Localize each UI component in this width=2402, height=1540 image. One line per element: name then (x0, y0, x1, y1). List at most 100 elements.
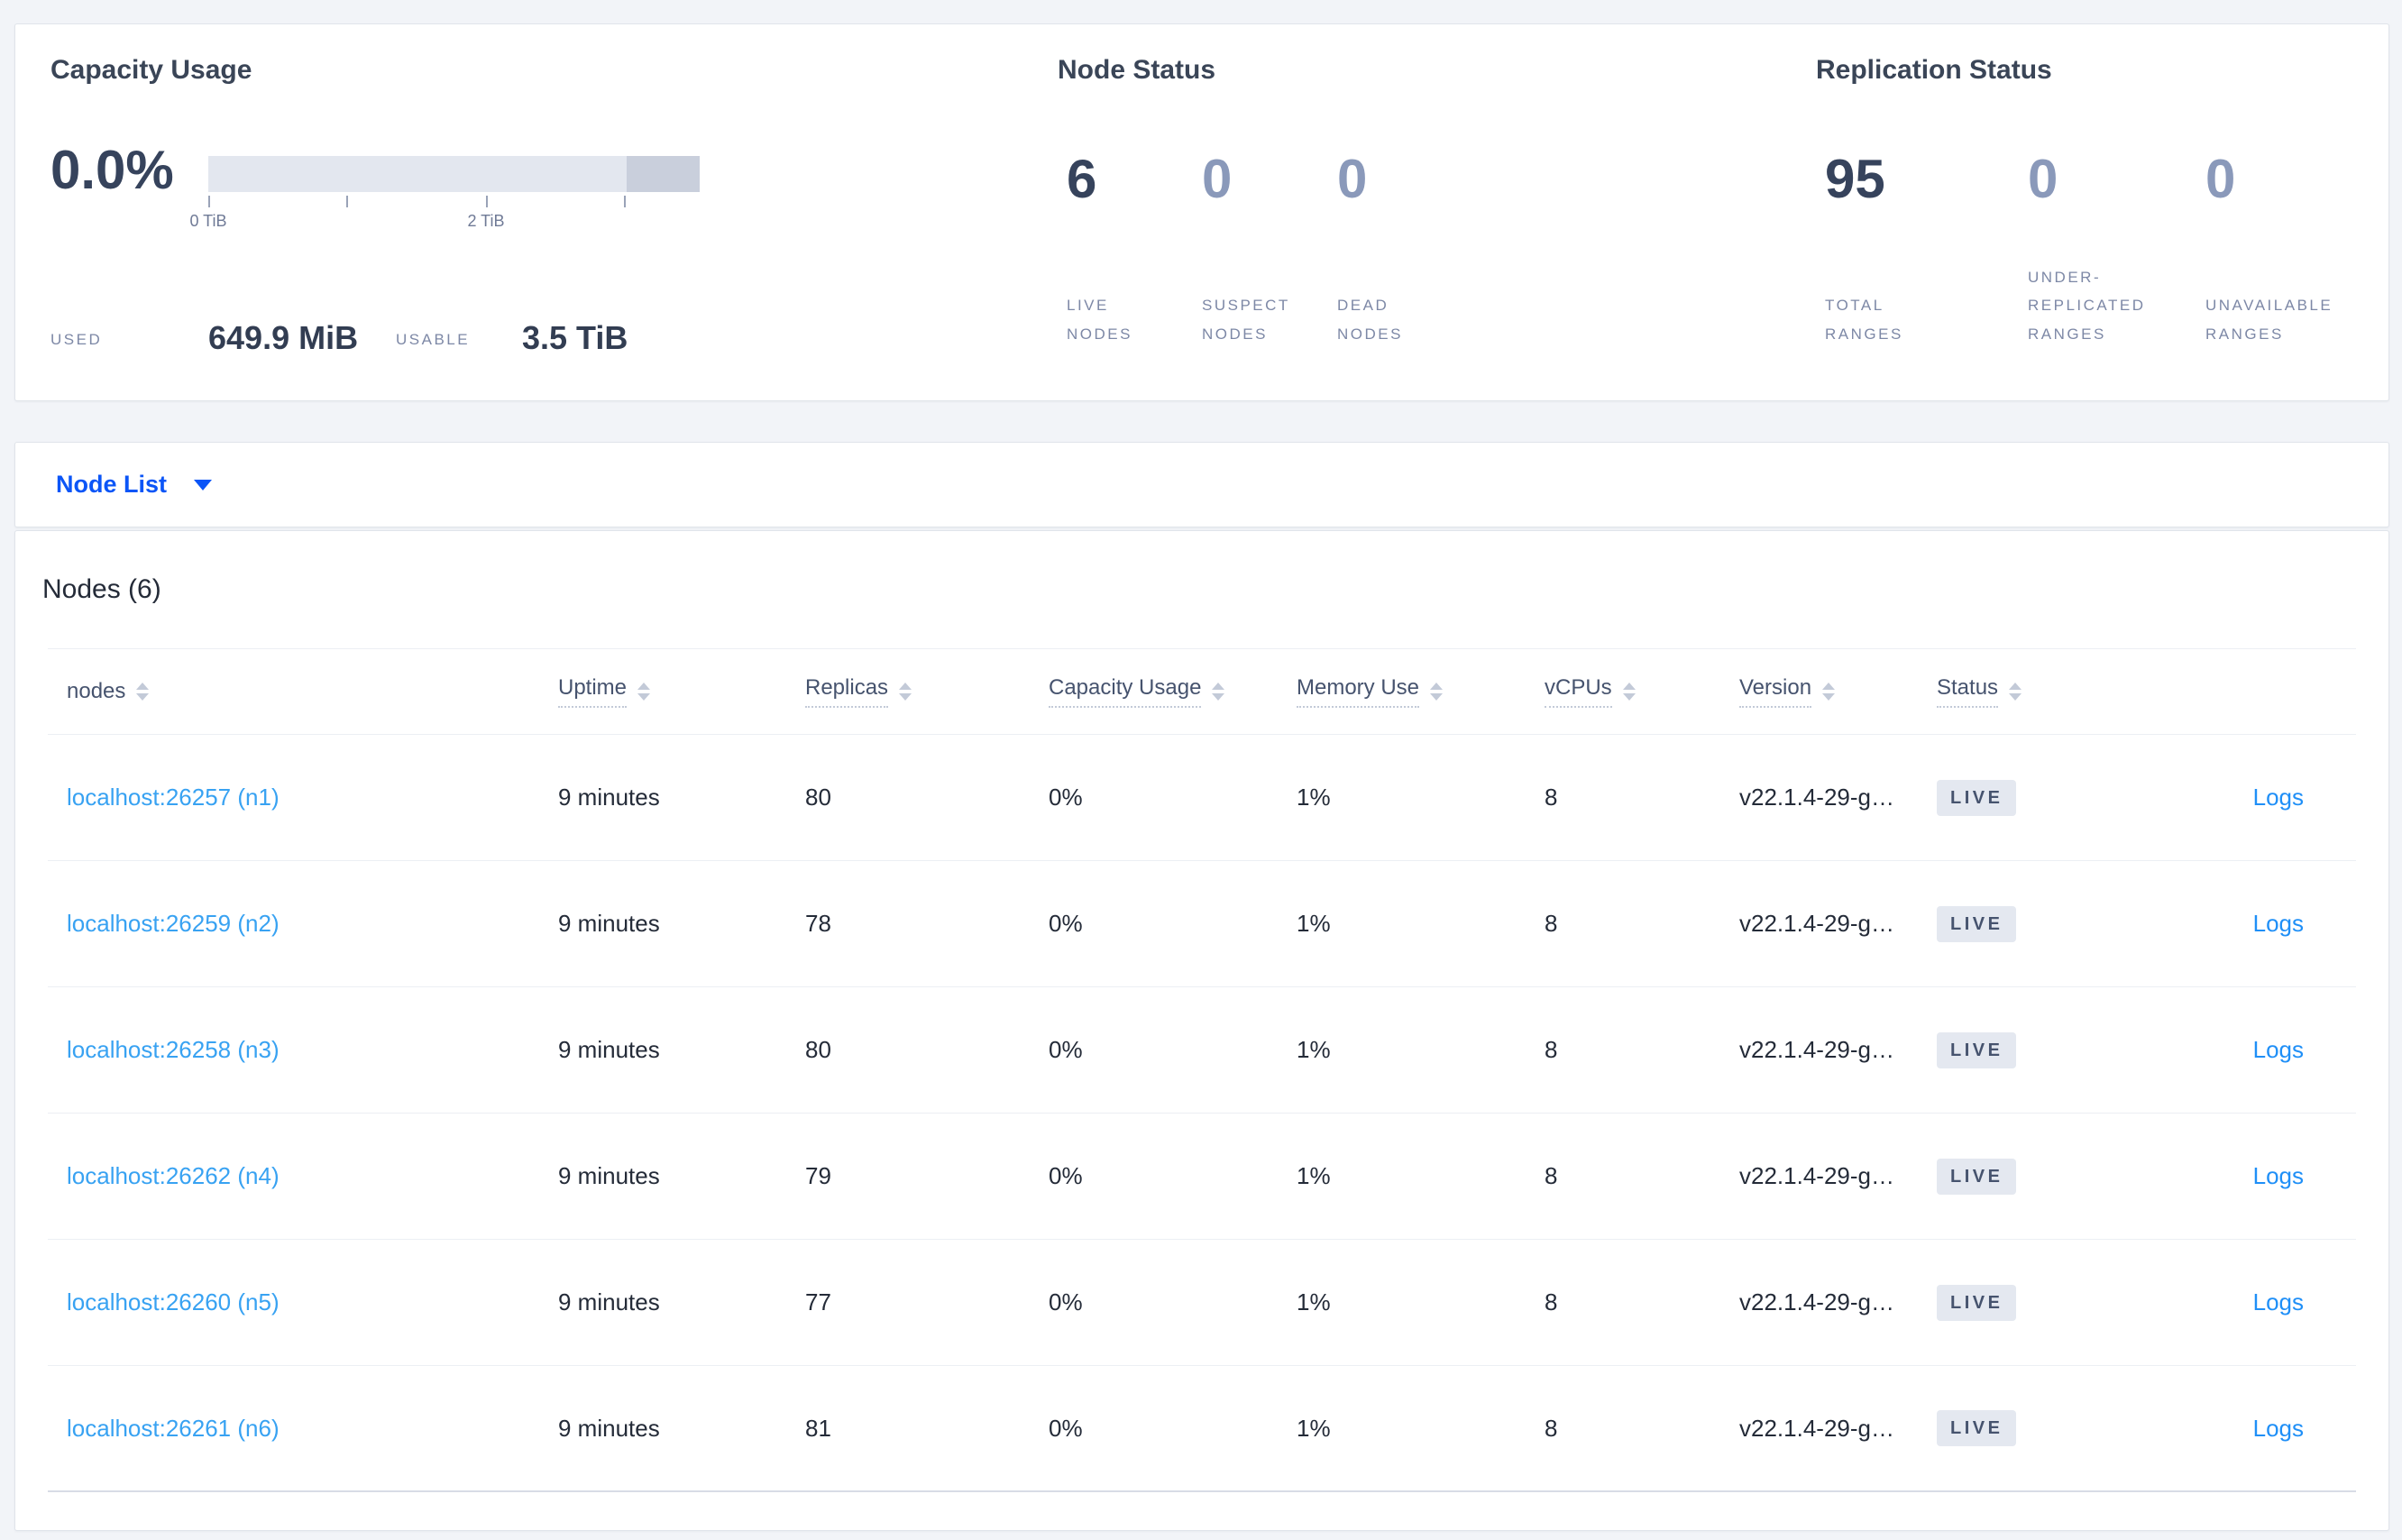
capacity-cell: 0% (1049, 1162, 1083, 1189)
suspect-nodes-value: 0 (1202, 149, 1233, 209)
logs-link[interactable]: Logs (2252, 1162, 2304, 1189)
unavailable-ranges-stat: 0 UNAVAILABLE RANGES (2196, 152, 2375, 348)
node-address-link[interactable]: localhost:26262 (n4) (67, 1162, 280, 1189)
column-header-memory-use[interactable]: Memory Use (1297, 675, 1545, 708)
logs-link[interactable]: Logs (2252, 784, 2304, 811)
replication-stats: 95 TOTAL RANGES 0 UNDER- REPLICATED RANG… (1816, 152, 2375, 348)
column-header-label: nodes (67, 679, 126, 703)
nodes-table: nodes Uptime Replicas Capacity Usage Mem… (48, 648, 2356, 1492)
unavailable-ranges-value: 0 (2205, 149, 2236, 209)
node-status-section: Node Status 6 LIVE NODES 0 SUSPECT NODES… (1058, 55, 1563, 348)
capacity-tick-label: 2 TiB (467, 212, 505, 230)
column-header-label: Replicas (805, 675, 889, 708)
capacity-cell: 0% (1049, 1414, 1083, 1442)
table-row: localhost:26261 (n6) 9 minutes 81 0% 1% … (48, 1366, 2356, 1492)
nodes-table-title: Nodes (6) (42, 574, 161, 604)
column-header-version[interactable]: Version (1739, 675, 1937, 708)
node-list-dropdown[interactable]: Node List (56, 471, 168, 498)
uptime-cell: 9 minutes (558, 1288, 660, 1315)
uptime-cell: 9 minutes (558, 910, 660, 937)
version-cell: v22.1.4-29-g… (1739, 1288, 1894, 1315)
column-header-status[interactable]: Status (1937, 675, 2135, 708)
node-status-title: Node Status (1058, 55, 1216, 85)
under-replicated-ranges-stat: 0 UNDER- REPLICATED RANGES (2019, 152, 2196, 348)
capacity-tick (486, 196, 488, 207)
node-address-link[interactable]: localhost:26261 (n6) (67, 1414, 280, 1442)
replication-status-title: Replication Status (1816, 55, 2052, 85)
uptime-cell: 9 minutes (558, 784, 660, 811)
version-cell: v22.1.4-29-g… (1739, 1162, 1894, 1189)
logs-link[interactable]: Logs (2252, 1288, 2304, 1315)
logs-link[interactable]: Logs (2252, 1414, 2304, 1442)
node-address-link[interactable]: localhost:26259 (n2) (67, 910, 280, 937)
table-row: localhost:26262 (n4) 9 minutes 79 0% 1% … (48, 1114, 2356, 1240)
dead-nodes-label: DEAD NODES (1337, 297, 1403, 343)
memory-cell: 1% (1297, 784, 1331, 811)
uptime-cell: 9 minutes (558, 1162, 660, 1189)
total-ranges-label: TOTAL RANGES (1825, 297, 1903, 343)
column-header-uptime[interactable]: Uptime (558, 675, 805, 708)
sort-icon (1430, 683, 1444, 701)
capacity-tick (208, 196, 210, 207)
table-row: localhost:26259 (n2) 9 minutes 78 0% 1% … (48, 861, 2356, 987)
node-address-link[interactable]: localhost:26260 (n5) (67, 1288, 280, 1315)
dead-nodes-value: 0 (1337, 149, 1368, 209)
replication-status-section: Replication Status 95 TOTAL RANGES 0 UND… (1816, 55, 2375, 348)
column-header-vcpus[interactable]: vCPUs (1545, 675, 1739, 708)
nodes-table-card: Nodes (6) nodes Uptime Replicas Capacity… (14, 530, 2389, 1531)
column-header-capacity-usage[interactable]: Capacity Usage (1049, 675, 1297, 708)
status-badge: LIVE (1937, 1284, 2017, 1321)
replicas-cell: 81 (805, 1414, 831, 1442)
table-row: localhost:26258 (n3) 9 minutes 80 0% 1% … (48, 987, 2356, 1114)
sort-icon (136, 683, 150, 701)
capacity-cell: 0% (1049, 784, 1083, 811)
table-row: localhost:26257 (n1) 9 minutes 80 0% 1% … (48, 735, 2356, 861)
unavailable-ranges-label: UNAVAILABLE RANGES (2205, 297, 2333, 343)
capacity-bar-track (208, 156, 700, 192)
total-ranges-value: 95 (1825, 149, 1885, 209)
sort-icon (637, 683, 651, 701)
capacity-percent: 0.0% (50, 140, 174, 200)
replicas-cell: 79 (805, 1162, 831, 1189)
logs-link[interactable]: Logs (2252, 910, 2304, 937)
capacity-bar-chart: 0 TiB 2 TiB (189, 156, 700, 237)
chevron-down-icon[interactable] (194, 479, 213, 490)
column-header-replicas[interactable]: Replicas (805, 675, 1049, 708)
node-address-link[interactable]: localhost:26257 (n1) (67, 784, 280, 811)
version-cell: v22.1.4-29-g… (1739, 910, 1894, 937)
node-address-link[interactable]: localhost:26258 (n3) (67, 1036, 280, 1063)
vcpus-cell: 8 (1545, 1036, 1558, 1063)
usable-value: 3.5 TiB (522, 319, 628, 356)
live-nodes-stat: 6 LIVE NODES (1058, 152, 1193, 348)
column-header-nodes[interactable]: nodes (67, 679, 558, 704)
total-ranges-stat: 95 TOTAL RANGES (1816, 152, 2019, 348)
column-header-label: Version (1739, 675, 1812, 708)
column-header-label: vCPUs (1545, 675, 1612, 708)
live-nodes-label: LIVE NODES (1067, 297, 1132, 343)
live-nodes-value: 6 (1067, 149, 1097, 209)
under-replicated-ranges-label: UNDER- REPLICATED RANGES (2028, 268, 2146, 343)
capacity-cell: 0% (1049, 910, 1083, 937)
replicas-cell: 78 (805, 910, 831, 937)
version-cell: v22.1.4-29-g… (1739, 784, 1894, 811)
status-badge: LIVE (1937, 905, 2017, 942)
vcpus-cell: 8 (1545, 1414, 1558, 1442)
memory-cell: 1% (1297, 1288, 1331, 1315)
column-header-label: Capacity Usage (1049, 675, 1202, 708)
dead-nodes-stat: 0 DEAD NODES (1328, 152, 1563, 348)
status-badge: LIVE (1937, 1031, 2017, 1068)
capacity-bar-reserved-segment (627, 156, 700, 192)
sort-icon (2009, 683, 2022, 701)
capacity-cell: 0% (1049, 1288, 1083, 1315)
sort-icon (1212, 683, 1225, 701)
capacity-stats: USED 649.9 MiB USABLE 3.5 TiB (50, 315, 754, 354)
capacity-tick (624, 196, 626, 207)
vcpus-cell: 8 (1545, 1288, 1558, 1315)
replicas-cell: 80 (805, 1036, 831, 1063)
sort-icon (899, 683, 912, 701)
status-badge: LIVE (1937, 779, 2017, 816)
uptime-cell: 9 minutes (558, 1414, 660, 1442)
memory-cell: 1% (1297, 1162, 1331, 1189)
logs-link[interactable]: Logs (2252, 1036, 2304, 1063)
capacity-usage-section: Capacity Usage 0.0% 0 TiB 2 TiB USED 649… (50, 55, 754, 354)
